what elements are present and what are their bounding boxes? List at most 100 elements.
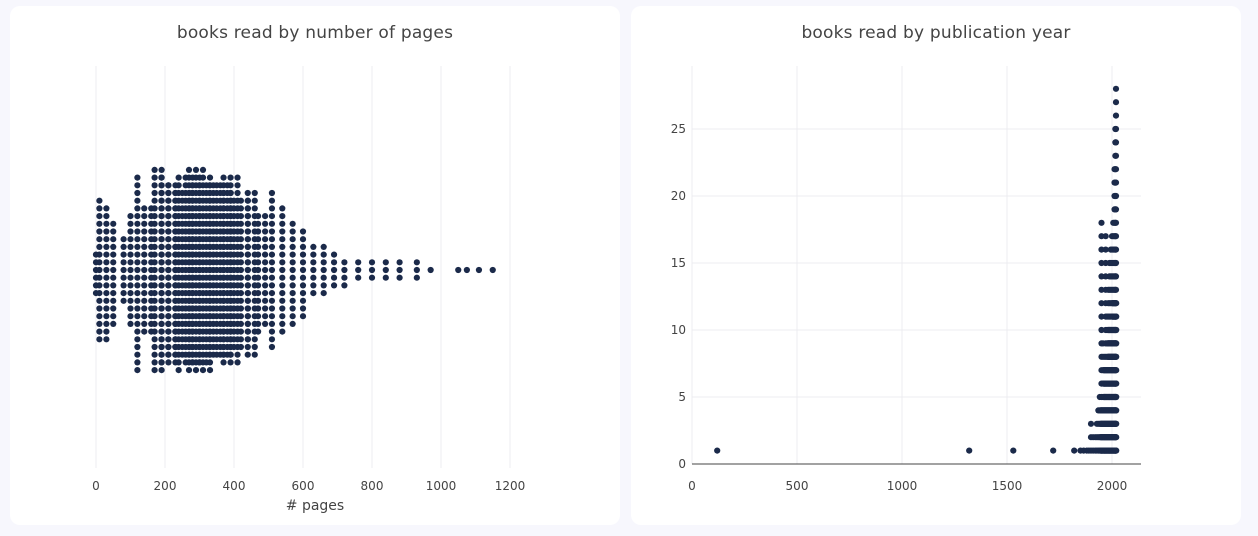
data-point	[120, 236, 127, 243]
data-point	[120, 297, 127, 304]
data-point	[165, 274, 172, 281]
data-point	[96, 220, 103, 227]
data-point	[1112, 99, 1120, 106]
data-point	[255, 236, 262, 243]
data-point	[268, 228, 276, 235]
data-point	[220, 205, 227, 212]
data-point	[1102, 246, 1109, 253]
data-point	[268, 213, 276, 220]
data-point	[127, 266, 134, 274]
data-point	[196, 351, 203, 358]
data-point	[134, 205, 141, 212]
data-point	[255, 297, 262, 304]
data-point	[110, 220, 117, 227]
data-point	[310, 282, 317, 289]
data-point	[141, 259, 148, 266]
data-point	[196, 182, 203, 189]
data-point	[141, 313, 148, 320]
data-point	[158, 336, 165, 343]
data-point	[158, 174, 165, 181]
data-point	[244, 328, 251, 335]
data-point	[165, 359, 172, 366]
data-point	[151, 336, 158, 343]
data-point	[279, 282, 286, 289]
data-point	[96, 266, 103, 274]
data-point	[475, 266, 483, 274]
data-point	[213, 290, 220, 297]
data-point	[165, 343, 172, 351]
data-point	[220, 297, 227, 304]
data-point	[103, 274, 110, 281]
data-point	[237, 213, 244, 220]
data-point	[230, 282, 237, 289]
data-point	[262, 313, 269, 320]
data-point	[262, 305, 269, 312]
data-point	[279, 328, 286, 335]
data-point	[158, 305, 165, 312]
data-point	[134, 228, 141, 235]
data-point	[262, 320, 269, 327]
data-point	[234, 189, 241, 197]
y-tick-label: 10	[671, 323, 686, 337]
data-point	[120, 259, 127, 266]
data-point	[127, 274, 134, 281]
data-point	[96, 274, 103, 281]
data-point	[268, 336, 276, 343]
data-point	[230, 213, 237, 220]
data-point	[96, 336, 103, 343]
data-point	[279, 290, 286, 297]
data-point	[158, 166, 165, 173]
data-point	[158, 189, 165, 197]
x-tick-label: 1000	[887, 479, 918, 493]
data-point	[1113, 326, 1120, 334]
data-point	[220, 359, 227, 366]
data-point	[268, 274, 276, 281]
data-point	[165, 205, 172, 212]
data-point	[255, 282, 262, 289]
data-point	[103, 328, 110, 335]
data-point	[134, 274, 141, 281]
data-point	[268, 343, 276, 351]
data-point	[110, 282, 117, 289]
data-point	[341, 259, 348, 266]
data-point	[341, 266, 348, 274]
data-point	[199, 367, 207, 374]
data-point	[158, 274, 165, 281]
data-point	[213, 351, 220, 358]
data-point	[165, 220, 172, 227]
data-point	[320, 290, 327, 297]
data-point	[227, 182, 234, 189]
data-point	[966, 447, 973, 454]
data-point	[141, 266, 148, 274]
data-point	[158, 367, 165, 374]
data-point	[206, 189, 213, 197]
data-point	[255, 220, 262, 227]
data-point	[96, 205, 103, 212]
data-point	[134, 189, 141, 197]
data-point	[289, 243, 296, 250]
data-point	[196, 236, 203, 243]
data-point	[134, 282, 141, 289]
data-point	[289, 228, 296, 235]
data-point	[1112, 259, 1120, 267]
data-point	[255, 243, 262, 250]
data-point	[196, 320, 203, 327]
data-point	[206, 266, 213, 274]
data-point	[189, 274, 196, 281]
data-point	[213, 243, 220, 250]
data-point	[165, 266, 172, 274]
data-point	[382, 274, 389, 281]
data-point	[244, 343, 251, 351]
data-point	[96, 259, 103, 266]
data-point	[134, 290, 141, 297]
data-point	[244, 228, 251, 235]
data-point	[196, 189, 203, 197]
data-point	[279, 259, 286, 266]
data-point	[413, 259, 420, 266]
data-point	[206, 290, 213, 297]
data-point	[175, 313, 182, 320]
x-tick-label: 0	[688, 479, 696, 493]
data-point	[196, 274, 203, 281]
data-point	[268, 259, 276, 266]
data-point	[1113, 380, 1120, 387]
